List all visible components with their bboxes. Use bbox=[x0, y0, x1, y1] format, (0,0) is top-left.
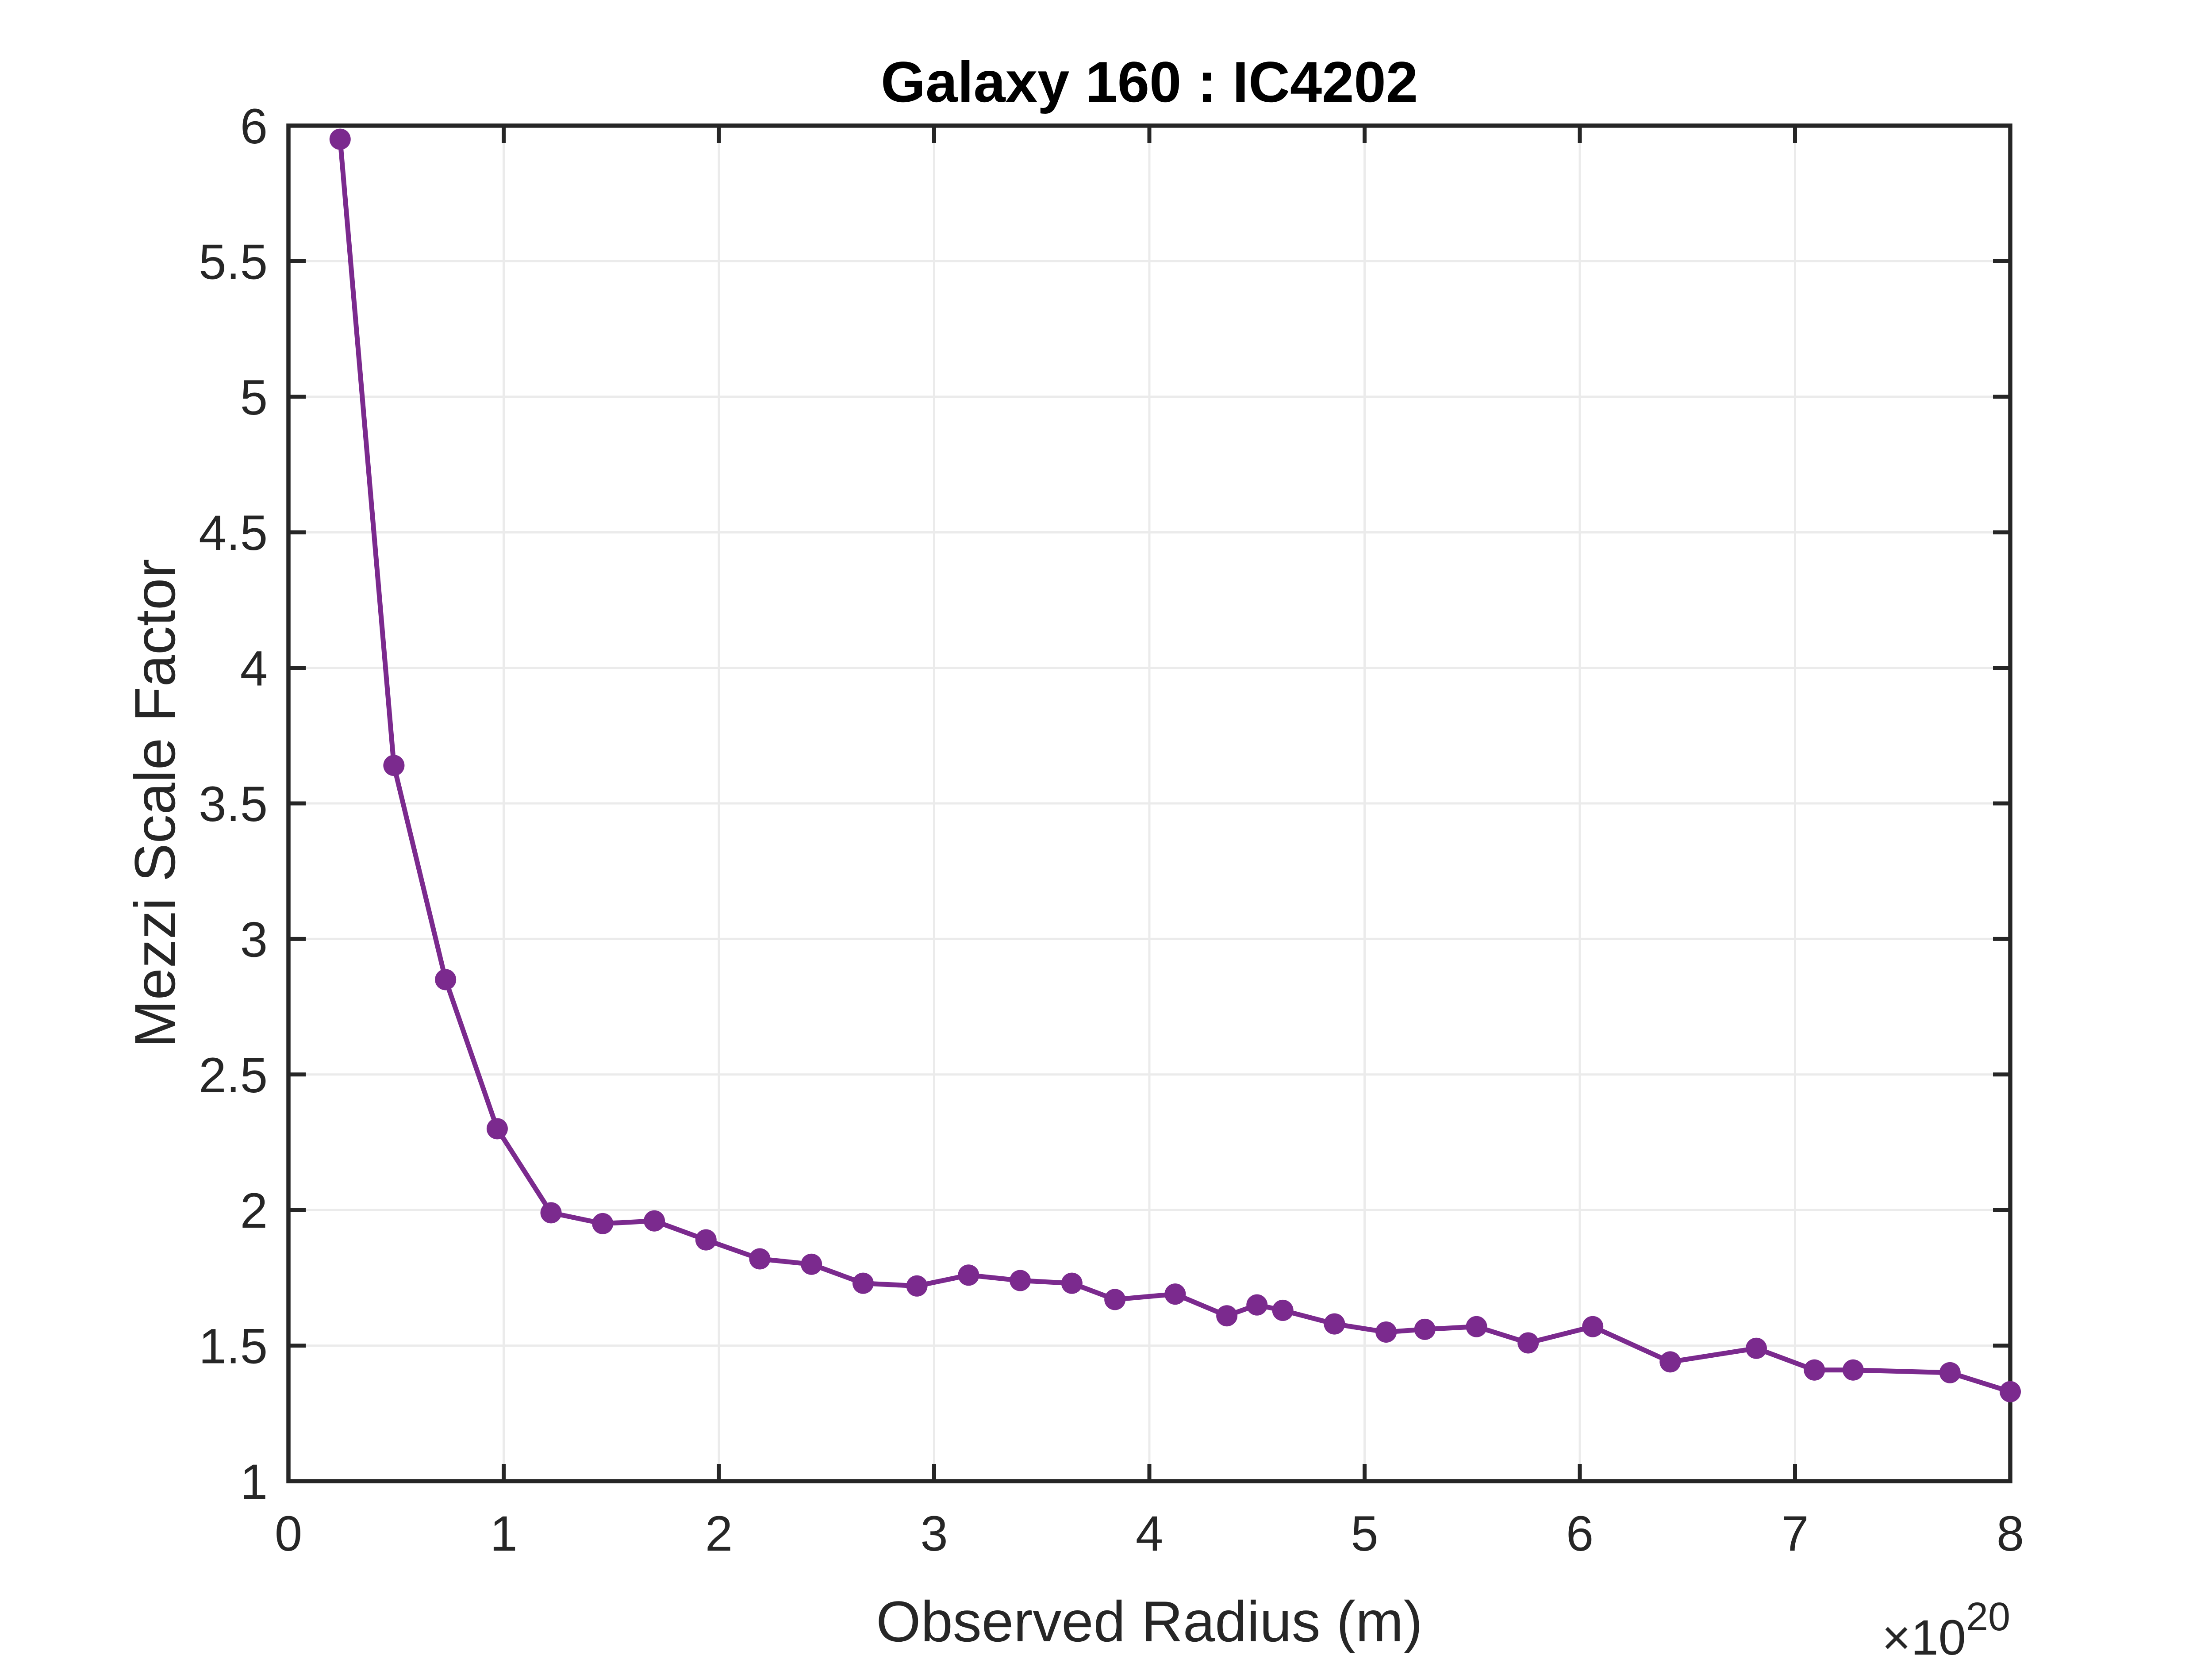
x-tick-label: 4 bbox=[1136, 1506, 1163, 1561]
data-point bbox=[1659, 1351, 1681, 1373]
data-point bbox=[695, 1229, 717, 1251]
axes-box bbox=[286, 123, 2012, 1483]
data-point bbox=[1466, 1316, 1487, 1337]
data-point bbox=[801, 1253, 822, 1275]
chart-title: Galaxy 160 : IC4202 bbox=[881, 50, 1418, 114]
x-tick-label: 0 bbox=[275, 1506, 302, 1561]
data-point bbox=[1272, 1299, 1294, 1321]
y-tick-label: 5 bbox=[240, 370, 268, 425]
y-tick-label: 3 bbox=[240, 912, 268, 967]
data-point bbox=[1745, 1337, 1767, 1359]
y-tick-label: 1 bbox=[240, 1454, 268, 1509]
y-tick-label: 2 bbox=[240, 1183, 268, 1238]
data-point bbox=[1375, 1321, 1397, 1343]
data-point bbox=[486, 1118, 508, 1140]
y-tick-label: 1.5 bbox=[199, 1319, 268, 1374]
grid bbox=[287, 124, 2012, 1482]
x-axis-multiplier: ×1020 bbox=[1882, 1595, 2010, 1659]
tick-labels: 0 1 2 3 4 5 6 7 811.522.533.544.555.56 bbox=[199, 99, 2024, 1561]
data-point bbox=[644, 1210, 665, 1232]
data-point bbox=[1939, 1362, 1961, 1383]
x-tick-label: 8 bbox=[1997, 1506, 2024, 1561]
data-point bbox=[958, 1264, 979, 1286]
x-tick-label: 6 bbox=[1566, 1506, 1594, 1561]
data-point bbox=[749, 1248, 771, 1270]
x-tick-label: 1 bbox=[490, 1506, 517, 1561]
data-point bbox=[383, 755, 405, 776]
x-tick-label: 2 bbox=[705, 1506, 733, 1561]
data-point bbox=[1061, 1272, 1083, 1294]
x-tick-label: 3 bbox=[920, 1506, 948, 1561]
y-tick-label: 5.5 bbox=[199, 234, 268, 289]
y-tick-label: 6 bbox=[240, 99, 268, 154]
data-point bbox=[435, 969, 457, 991]
data-point bbox=[1517, 1332, 1539, 1354]
data-point bbox=[1324, 1313, 1345, 1335]
y-axis-label: Mezzi Scale Factor bbox=[123, 559, 187, 1048]
data-point bbox=[1804, 1359, 1825, 1381]
x-tick-label: 5 bbox=[1351, 1506, 1378, 1561]
y-tick-label: 3.5 bbox=[199, 776, 268, 832]
data-point bbox=[1842, 1359, 1864, 1381]
y-tick-label: 4.5 bbox=[199, 505, 268, 561]
data-point bbox=[906, 1275, 928, 1297]
data-point bbox=[1164, 1283, 1186, 1305]
data-point bbox=[1010, 1270, 1031, 1291]
x-axis-multiplier-base: ×10 bbox=[1882, 1610, 1966, 1659]
data-point bbox=[1216, 1305, 1238, 1327]
x-tick-label: 7 bbox=[1781, 1506, 1809, 1561]
data-point bbox=[329, 128, 351, 150]
data-point bbox=[1246, 1294, 1268, 1316]
data-point bbox=[1104, 1289, 1126, 1310]
data-point bbox=[1582, 1316, 1604, 1337]
series bbox=[329, 128, 2021, 1402]
y-tick-label: 4 bbox=[240, 641, 268, 696]
data-point bbox=[540, 1202, 562, 1224]
y-tick-label: 2.5 bbox=[199, 1048, 268, 1103]
data-point bbox=[1414, 1318, 1436, 1340]
x-axis-label: Observed Radius (m) bbox=[876, 1589, 1422, 1654]
data-point bbox=[592, 1213, 614, 1234]
data-point bbox=[2000, 1381, 2021, 1402]
x-axis-multiplier-exponent: 20 bbox=[1966, 1595, 2010, 1639]
data-point bbox=[852, 1272, 874, 1294]
